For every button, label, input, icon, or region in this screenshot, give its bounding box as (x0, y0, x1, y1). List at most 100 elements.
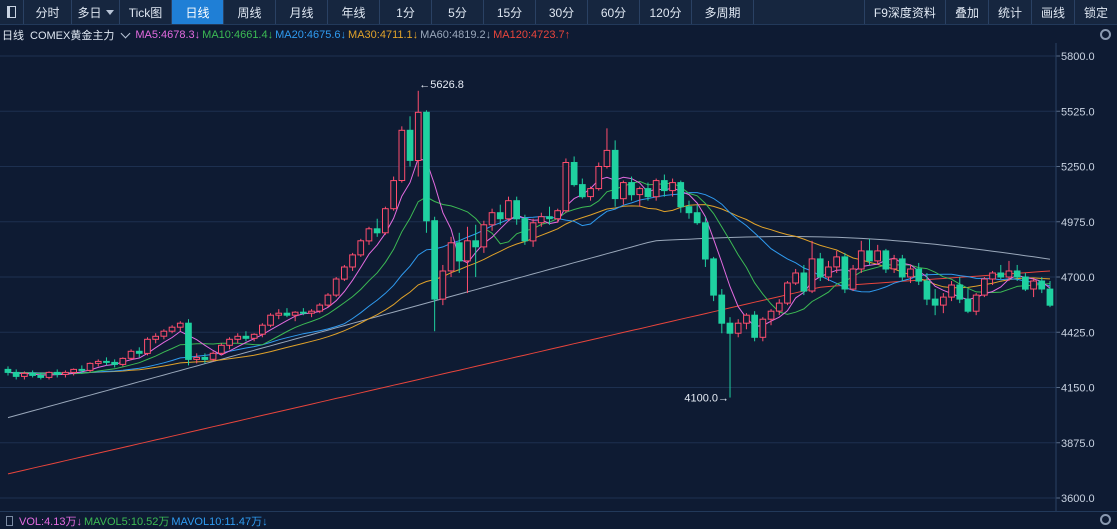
candle-body (521, 218, 529, 242)
tab-12[interactable]: 120分 (640, 0, 692, 24)
tab-7[interactable]: 1分 (380, 0, 432, 24)
candle-body (669, 182, 676, 192)
tab-13[interactable]: 多周期 (692, 0, 754, 24)
tab-10[interactable]: 30分 (536, 0, 588, 24)
candle-body (94, 360, 102, 364)
candle-body (554, 210, 561, 220)
candle-body (882, 250, 890, 270)
tab-11[interactable]: 60分 (588, 0, 640, 24)
candle-body (218, 344, 225, 354)
candle-body (406, 129, 414, 161)
candle-body (53, 371, 61, 375)
candle-body (1022, 276, 1029, 290)
y-tick-label: 4700.0 (1061, 272, 1095, 284)
ma60-line (7, 236, 1051, 419)
y-tick-label: 4975.0 (1061, 217, 1095, 229)
candle-body (529, 222, 537, 242)
candle-body (160, 330, 168, 337)
candle-body (111, 361, 119, 365)
candle-body (718, 294, 726, 324)
candle-body (168, 326, 176, 332)
chevron-down-icon[interactable] (120, 28, 131, 38)
indicator-legend: 日线 COMEX黄金主力 MA5:4678.3↓ MA10:4661.4↓ MA20… (0, 26, 1117, 43)
sidebar-toggle-icon[interactable] (0, 0, 24, 24)
tab-0[interactable]: 分时 (24, 0, 72, 24)
candle-body (226, 338, 233, 346)
candle-body (45, 371, 53, 378)
y-tick-label: 5525.0 (1061, 106, 1095, 118)
toolbar-right-4[interactable]: 锁定 (1073, 0, 1117, 24)
candle-body (341, 266, 348, 280)
candle-body (989, 272, 996, 280)
candle-body (702, 222, 709, 260)
candle-body (488, 212, 496, 226)
volume-panel-icon[interactable] (6, 515, 13, 526)
candle-body (743, 314, 750, 324)
ma-legend-item: MA60:4819.2↓ (420, 28, 492, 41)
candle-body (185, 322, 192, 360)
candle-body (144, 338, 151, 354)
candle-body (816, 258, 824, 278)
candle-body (636, 188, 644, 196)
candle-body (931, 298, 939, 306)
candle-body (332, 278, 340, 296)
settings-gear-icon[interactable] (1100, 29, 1111, 40)
candle-body (775, 302, 783, 312)
candle-body (693, 212, 701, 224)
toolbar-right-1[interactable]: 叠加 (944, 0, 988, 24)
candle-body (431, 220, 438, 300)
ma20-line (7, 192, 1051, 374)
candle-body (866, 250, 873, 262)
volume-legend-item: VOL:4.13万↓ (19, 515, 82, 528)
tab-3[interactable]: 日线 (172, 0, 224, 24)
candle-body (127, 350, 135, 359)
candle-body (677, 182, 685, 208)
period-label: 日线 (2, 29, 24, 42)
volume-legend-item: MAVOL5:10.52万 (83, 515, 170, 528)
low-price-annotation: 4100.0→ (684, 393, 729, 405)
y-tick-label: 4150.0 (1061, 383, 1095, 395)
candle-body (62, 371, 69, 375)
tab-2[interactable]: Tick图 (120, 0, 172, 24)
volume-legend-bar: VOL:4.13万↓ MAVOL5:10.52万 MAVOL10:11.47万↓ (0, 511, 1117, 529)
candle-body (86, 362, 94, 371)
candle-body (907, 268, 914, 278)
tab-4[interactable]: 周线 (224, 0, 276, 24)
kline-chart[interactable]: 5800.0 5525.0 5250.0 4975.0 4700.0 4425.0 4150… (0, 43, 1117, 511)
candle-body (250, 333, 258, 339)
toolbar-right-0[interactable]: F9深度资料 (863, 0, 945, 24)
candle-body (29, 372, 36, 376)
candle-body (259, 324, 266, 335)
y-tick-label: 4425.0 (1061, 327, 1095, 339)
ma5-line (7, 157, 1051, 376)
tab-9[interactable]: 15分 (484, 0, 536, 24)
candle-body (546, 216, 553, 220)
toolbar-right-3[interactable]: 画线 (1030, 0, 1074, 24)
candle-body (849, 268, 857, 290)
candle-body (373, 228, 381, 234)
candle-body (12, 371, 20, 377)
candle-body (620, 182, 627, 200)
candle-body (981, 278, 988, 296)
toolbar-right-2[interactable]: 统计 (987, 0, 1031, 24)
volume-legend-item: MAVOL10:11.47万↓ (171, 515, 268, 528)
candle-body (70, 368, 78, 373)
tab-6[interactable]: 年线 (328, 0, 380, 24)
y-tick-label: 5250.0 (1061, 162, 1095, 174)
candle-body (267, 314, 274, 326)
candle-body (997, 272, 1005, 278)
candle-body (357, 240, 365, 256)
high-price-annotation: ←5626.8 (419, 79, 464, 91)
candle-body (808, 258, 816, 292)
tab-8[interactable]: 5分 (432, 0, 484, 24)
candle-body (423, 111, 430, 222)
volume-settings-gear-icon[interactable] (1100, 514, 1111, 525)
candle-body (751, 314, 758, 338)
candle-body (923, 280, 931, 300)
candle-body (537, 216, 545, 224)
candle-body (948, 284, 955, 298)
candle-body (472, 240, 479, 248)
candle-body (398, 129, 406, 182)
tab-5[interactable]: 月线 (276, 0, 328, 24)
tab-1[interactable]: 多日 (72, 0, 120, 24)
